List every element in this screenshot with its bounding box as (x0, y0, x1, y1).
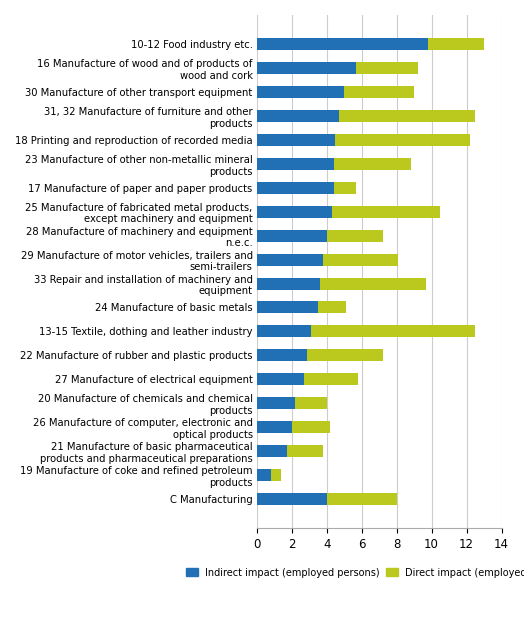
Bar (257, 493, 326, 505)
Bar (311, 326, 475, 337)
Bar (323, 254, 398, 265)
Bar (344, 86, 414, 98)
Bar (428, 38, 484, 50)
Bar (334, 182, 356, 194)
Bar (335, 134, 470, 146)
Bar (257, 326, 311, 337)
Bar (257, 277, 320, 289)
Bar (295, 397, 326, 409)
Bar (326, 230, 383, 242)
Bar (257, 182, 334, 194)
Bar (257, 230, 326, 242)
Bar (257, 134, 335, 146)
Bar (257, 302, 318, 314)
Bar (292, 421, 330, 433)
Bar (257, 254, 323, 265)
Bar (257, 110, 339, 122)
Bar (308, 349, 383, 361)
Legend: Indirect impact (employed persons), Direct impact (employed persons): Indirect impact (employed persons), Dire… (182, 564, 524, 582)
Bar (257, 373, 304, 385)
Bar (257, 397, 295, 409)
Bar (257, 469, 271, 481)
Bar (257, 445, 287, 457)
Bar (257, 349, 308, 361)
Bar (257, 86, 344, 98)
Bar (318, 302, 346, 314)
Bar (287, 445, 323, 457)
Bar (257, 62, 356, 74)
Bar (257, 158, 334, 170)
Bar (257, 421, 292, 433)
Bar (320, 277, 427, 289)
Bar (334, 158, 411, 170)
Bar (339, 110, 475, 122)
Bar (326, 493, 397, 505)
Bar (271, 469, 281, 481)
Bar (304, 373, 358, 385)
Bar (257, 38, 428, 50)
Bar (356, 62, 418, 74)
Bar (257, 206, 332, 218)
Bar (332, 206, 440, 218)
